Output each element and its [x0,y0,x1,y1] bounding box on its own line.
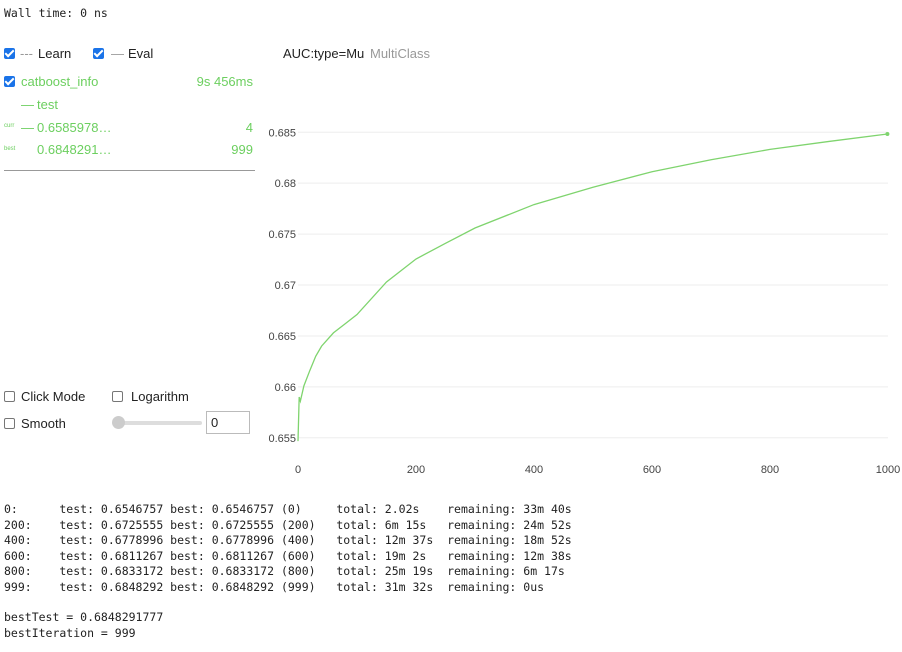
last-point [885,131,890,136]
smooth-checkbox[interactable] [4,418,15,429]
y-tick-label: 0.66 [275,382,296,394]
curr-label: curr [4,123,15,129]
run-checkbox[interactable] [4,76,15,87]
log-line: 0: test: 0.6546757 best: 0.6546757 (0) t… [4,502,572,516]
x-tick-label: 1000 [876,464,900,476]
y-tick-label: 0.67 [275,280,296,292]
curr-dash: — [21,120,34,135]
summary: bestTest = 0.6848291777 bestIteration = 9… [4,610,163,641]
y-tick-label: 0.68 [275,178,296,190]
chart-title: AUC:type=Mu [283,46,364,61]
log-line: 200: test: 0.6725555 best: 0.6725555 (20… [4,517,572,532]
y-tick-label: 0.675 [268,229,296,241]
learn-checkbox[interactable] [4,48,15,59]
best-label: best [4,146,16,152]
logarithm-label: Logarithm [131,389,189,404]
x-tick-label: 200 [407,464,425,476]
smooth-slider[interactable] [116,421,202,425]
slider-thumb[interactable] [112,416,125,429]
eval-label: Eval [128,46,154,61]
eval-checkbox[interactable] [93,48,104,59]
summary-line: bestIteration = 999 [4,625,136,640]
log-line: 999: test: 0.6848292 best: 0.6848292 (99… [4,579,545,594]
wall-time: Wall time: 0 ns [4,6,108,20]
x-tick-label: 800 [761,464,779,476]
learn-dash: --- [20,46,33,61]
chart-subtitle: MultiClass [370,46,430,61]
logarithm-checkbox[interactable] [112,391,123,402]
smooth-input[interactable]: 0 [206,411,250,434]
series-line [297,133,888,442]
x-tick-label: 400 [525,464,543,476]
eval-dash: — [111,46,124,61]
x-tick-label: 600 [643,464,661,476]
best-value: 0.6848291… [37,142,112,157]
click-mode-label: Click Mode [21,389,86,404]
log-line: 800: test: 0.6833172 best: 0.6833172 (80… [4,564,565,578]
y-tick-label: 0.685 [268,127,296,139]
curr-value: 0.6585978… [37,120,112,135]
x-tick-label: 0 [295,464,301,476]
divider [4,170,255,171]
curr-iter: 4 [245,120,253,135]
run-time: 9s 456ms [196,74,253,89]
chart: AUC:type=Mu MultiClass 0.655 0.66 0.665 0.6… [268,46,900,476]
click-mode-checkbox[interactable] [4,391,15,402]
y-tick-label: 0.655 [268,433,296,445]
training-log: 0: test: 0.6546757 best: 0.6546757 (0) t… [4,502,572,595]
run-name: catboost_info [21,74,99,89]
log-line: 400: test: 0.6778996 best: 0.6778996 (40… [4,533,572,547]
smooth-label: Smooth [21,416,66,431]
series-dash: — [21,97,34,112]
y-tick-label: 0.665 [268,331,296,343]
log-line: 600: test: 0.6811267 best: 0.6811267 (60… [4,548,572,563]
learn-label: Learn [38,46,72,61]
summary-line: bestTest = 0.6848291777 [4,610,164,624]
series-name: test [37,97,58,112]
best-iter: 999 [231,142,253,157]
